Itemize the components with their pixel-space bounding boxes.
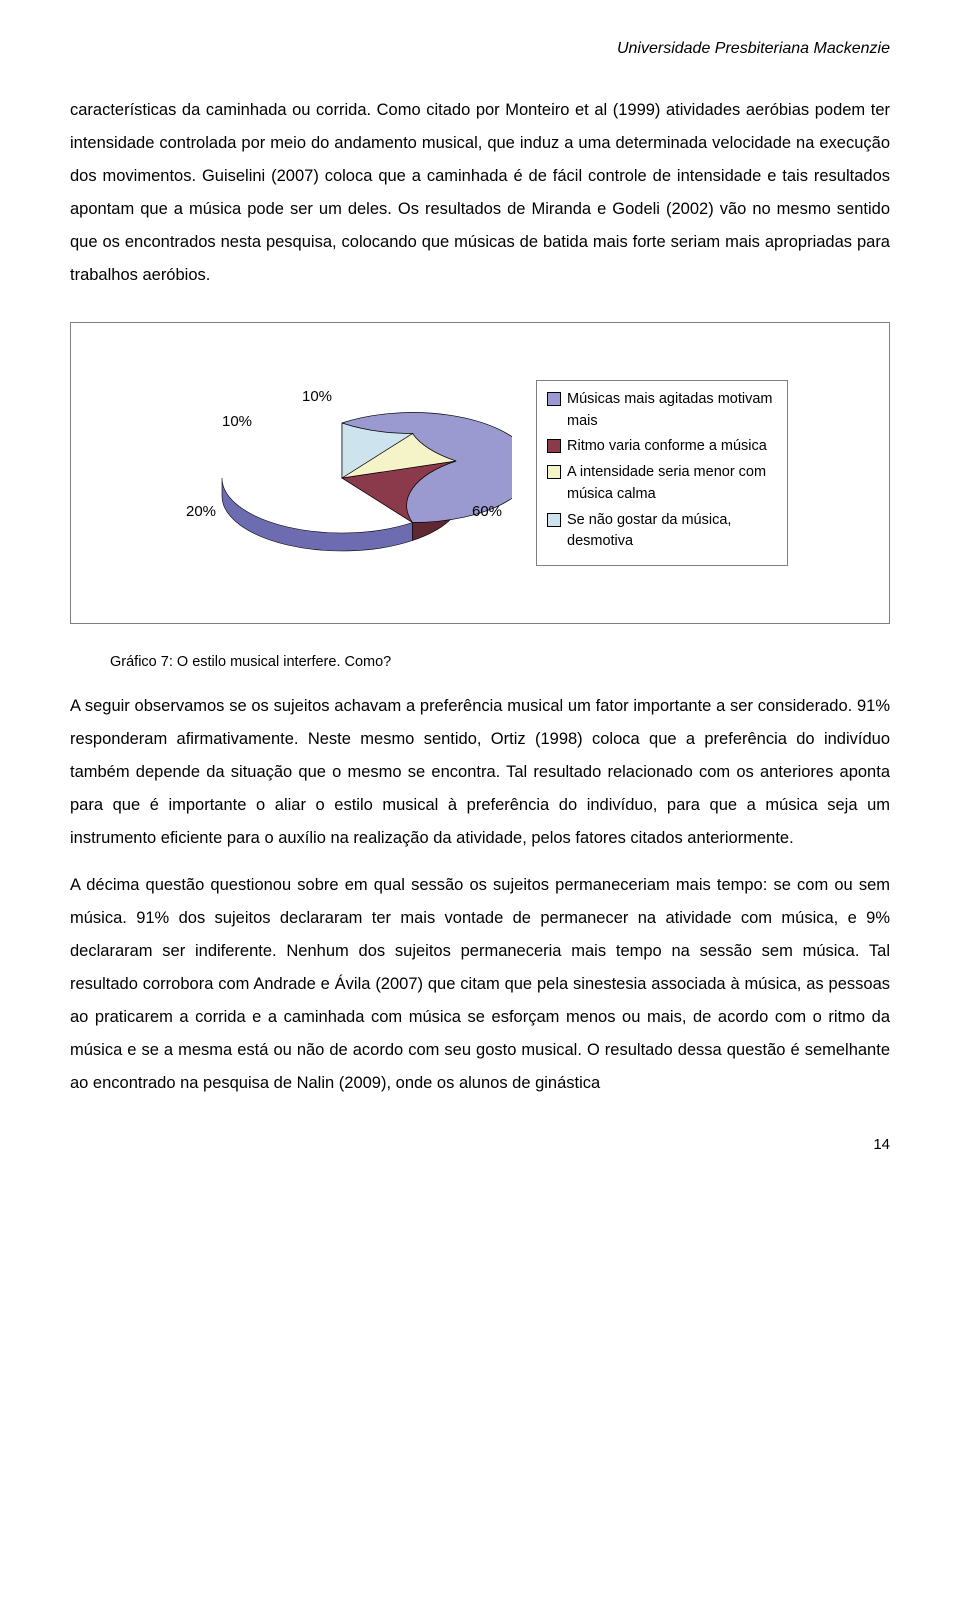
pie-label-20: 20% xyxy=(186,503,216,520)
legend-label-1: Ritmo varia conforme a música xyxy=(567,436,767,458)
legend-item-2: A intensidade seria menor com música cal… xyxy=(547,462,777,506)
legend-swatch-3 xyxy=(547,513,561,527)
paragraph-2: A seguir observamos se os sujeitos achav… xyxy=(70,690,890,855)
pie-chart: 60% 20% 10% 10% xyxy=(172,373,512,573)
legend-swatch-0 xyxy=(547,392,561,406)
legend-swatch-1 xyxy=(547,439,561,453)
legend-label-0: Músicas mais agitadas motivam mais xyxy=(567,389,777,433)
pie-svg xyxy=(172,373,512,573)
chart-caption: Gráfico 7: O estilo musical interfere. C… xyxy=(110,654,890,670)
pie-label-10a: 10% xyxy=(222,413,252,430)
pie-label-10b: 10% xyxy=(302,388,332,405)
paragraph-1: características da caminhada ou corrida.… xyxy=(70,94,890,292)
legend-item-3: Se não gostar da música, desmotiva xyxy=(547,510,777,554)
chart-container: 60% 20% 10% 10% Músicas mais agitadas mo… xyxy=(70,322,890,624)
page-header-institution: Universidade Presbiteriana Mackenzie xyxy=(70,40,890,58)
legend-label-3: Se não gostar da música, desmotiva xyxy=(567,510,777,554)
legend-swatch-2 xyxy=(547,465,561,479)
page-number: 14 xyxy=(70,1136,890,1153)
legend-item-0: Músicas mais agitadas motivam mais xyxy=(547,389,777,433)
legend-label-2: A intensidade seria menor com música cal… xyxy=(567,462,777,506)
legend-item-1: Ritmo varia conforme a música xyxy=(547,436,777,458)
pie-label-60: 60% xyxy=(472,503,502,520)
paragraph-3: A décima questão questionou sobre em qua… xyxy=(70,869,890,1100)
document-page: Universidade Presbiteriana Mackenzie car… xyxy=(0,0,960,1193)
chart-legend: Músicas mais agitadas motivam mais Ritmo… xyxy=(536,380,788,566)
